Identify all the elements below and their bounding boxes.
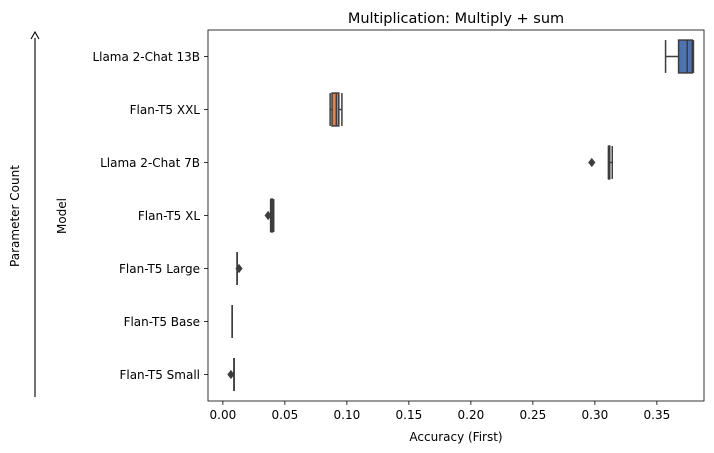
outlier-point (235, 263, 243, 274)
x-tick-label: 0.25 (520, 408, 547, 422)
x-tick-label: 0.35 (644, 408, 671, 422)
x-axis: 0.00 0.05 0.10 0.15 0.20 0.25 0.30 0.35 (210, 401, 671, 422)
y-tick-label: Llama 2-Chat 13B (92, 50, 200, 64)
box-group (235, 252, 243, 285)
x-tick-label: 0.20 (458, 408, 485, 422)
plot-frame (207, 29, 705, 402)
y-axis: Llama 2-Chat 13B Flan-T5 XXL Llama 2-Chat … (92, 50, 208, 382)
box-group (664, 39, 695, 74)
box-plot-marks (227, 39, 695, 391)
x-tick-label: 0.05 (272, 408, 299, 422)
box-group (329, 92, 343, 127)
y-tick-label: Llama 2-Chat 7B (100, 156, 200, 170)
y-axis-label: Model (55, 198, 69, 234)
outlier-point (227, 369, 235, 380)
y-tick-label: Flan-T5 Base (124, 315, 200, 329)
y-tick-label: Flan-T5 XL (138, 209, 200, 223)
x-tick-label: 0.00 (210, 408, 237, 422)
box-group (227, 358, 235, 391)
box (677, 39, 693, 74)
x-axis-label: Accuracy (First) (409, 430, 502, 444)
y-tick-label: Flan-T5 Small (119, 368, 200, 382)
box (331, 92, 340, 127)
parameter-count-label: Parameter Count (8, 165, 22, 267)
outlier-point (588, 157, 596, 168)
y-tick-label: Flan-T5 XXL (130, 103, 201, 117)
x-tick-label: 0.30 (582, 408, 609, 422)
parameter-count-annotation: Parameter Count (8, 30, 40, 397)
x-tick-label: 0.10 (334, 408, 361, 422)
parameter-count-arrow-head (30, 30, 40, 40)
box-group (588, 145, 613, 180)
chart-title: Multiplication: Multiply + sum (348, 11, 564, 27)
box-group (264, 198, 275, 233)
outlier-point (264, 210, 272, 221)
x-tick-label: 0.15 (396, 408, 423, 422)
y-tick-label: Flan-T5 Large (119, 262, 200, 276)
